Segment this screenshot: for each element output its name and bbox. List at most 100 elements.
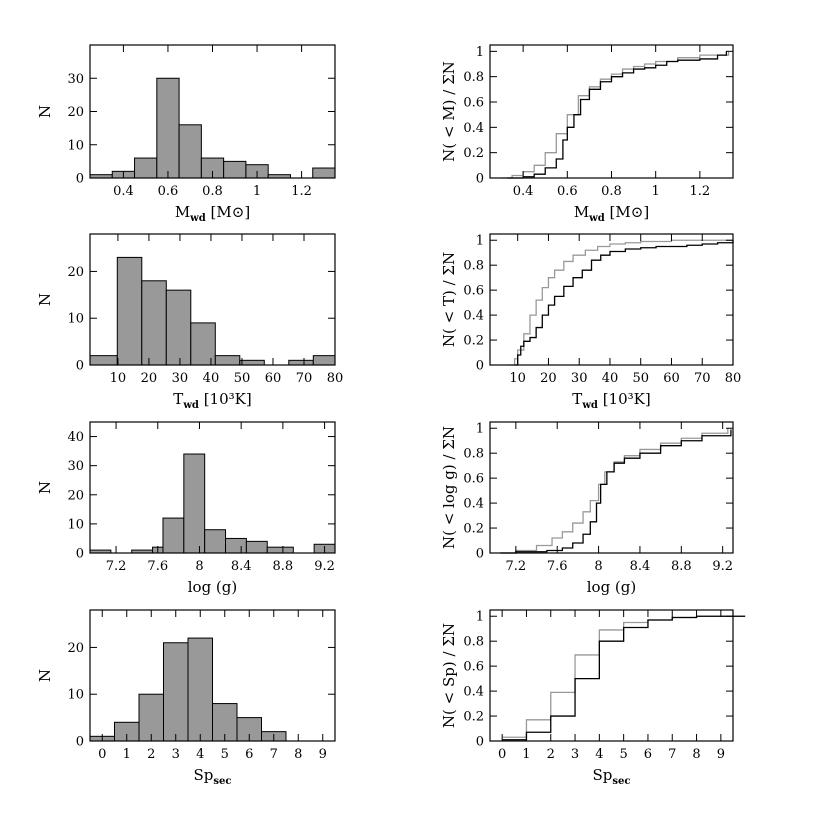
x-axis-label: Twd [10³K] xyxy=(173,390,251,411)
x-tick-label: 0.8 xyxy=(202,184,223,199)
histogram-bar xyxy=(134,157,158,179)
x-tick-label: 40 xyxy=(203,371,220,386)
x-tick-label: 7.6 xyxy=(547,559,568,574)
x-tick-label: 1 xyxy=(253,184,261,199)
x-tick-label: 8.8 xyxy=(671,559,692,574)
histogram-bar xyxy=(178,124,202,179)
histogram-bar xyxy=(89,355,118,366)
cdf-line-sample xyxy=(500,429,732,554)
x-tick-label: 7 xyxy=(270,747,278,762)
x-tick-label: 7 xyxy=(668,747,676,762)
x-axis-label: Spsec xyxy=(194,766,232,787)
y-tick-label: 0.4 xyxy=(463,121,484,136)
x-tick-label: 10 xyxy=(509,371,526,386)
x-tick-label: 6 xyxy=(644,747,652,762)
y-tick-label: 0 xyxy=(476,359,484,374)
x-tick-label: 60 xyxy=(265,371,282,386)
histogram-bar xyxy=(190,322,216,366)
histogram-bar xyxy=(162,517,185,554)
plot-frame xyxy=(89,421,336,554)
panel-temp-cdf: 10 20 30 40 50 60 70 80 0 0.2 0.4 0.6 0.8 1 Twd [10³K]… xyxy=(440,233,742,411)
x-tick-label: 1.2 xyxy=(291,184,312,199)
y-tick-label: 30 xyxy=(67,72,84,87)
x-tick-label: 0 xyxy=(498,747,506,762)
y-tick-label: 0.2 xyxy=(463,334,484,349)
histogram-bar xyxy=(183,453,206,554)
x-tick-label: 3 xyxy=(172,747,180,762)
y-tick-label: 0.8 xyxy=(463,447,484,462)
x-tick-label: 1 xyxy=(652,184,660,199)
histogram-bar xyxy=(225,537,247,554)
x-tick-label: 50 xyxy=(632,371,649,386)
histogram-bar xyxy=(214,355,241,366)
histogram-bar xyxy=(138,693,164,742)
x-tick-label: 8.4 xyxy=(630,559,651,574)
y-tick-label: 10 xyxy=(67,138,84,153)
x-tick-label: 0.6 xyxy=(557,184,578,199)
histogram-bar xyxy=(223,160,247,179)
panel-mass-hist: 0.4 0.6 0.8 1 1.2 0 10 20 30 Mwd [M⊙] N xyxy=(36,44,336,224)
x-tick-label: 0.4 xyxy=(113,184,134,199)
x-axis-label: Twd [10³K] xyxy=(572,390,650,411)
x-tick-label: 8 xyxy=(195,559,203,574)
x-axis-label: log (g) xyxy=(587,578,637,596)
x-tick-label: 4 xyxy=(196,747,204,762)
y-tick-label: 0.6 xyxy=(463,96,484,111)
y-tick-label: 30 xyxy=(67,459,84,474)
x-tick-label: 9.2 xyxy=(712,559,733,574)
panel-sp-hist: 0 1 2 3 4 5 6 7 8 9 0 10 20 Spsec N xyxy=(36,609,336,787)
x-axis-label: Spsec xyxy=(593,766,631,787)
cdf-line-sample xyxy=(507,51,728,179)
y-tick-label: 0.8 xyxy=(463,70,484,85)
y-tick-label: 10 xyxy=(67,688,84,703)
x-tick-label: 8 xyxy=(294,747,302,762)
y-tick-label: 0 xyxy=(76,547,84,562)
x-tick-label: 2 xyxy=(147,747,155,762)
x-tick-label: 0.6 xyxy=(158,184,179,199)
x-tick-label: 9 xyxy=(717,747,725,762)
histogram-bar xyxy=(163,642,189,742)
x-tick-label: 5 xyxy=(221,747,229,762)
x-tick-label: 0 xyxy=(98,747,106,762)
x-tick-label: 30 xyxy=(571,371,588,386)
y-tick-label: 0 xyxy=(76,735,84,750)
plot-frame xyxy=(489,44,734,179)
y-axis-label: N( < T) / ΣN xyxy=(440,252,458,347)
x-tick-label: 70 xyxy=(296,371,313,386)
x-tick-label: 20 xyxy=(141,371,158,386)
x-tick-label: 20 xyxy=(540,371,557,386)
y-tick-label: 0.4 xyxy=(463,497,484,512)
x-tick-label: 8.4 xyxy=(231,559,252,574)
y-tick-label: 1 xyxy=(476,610,484,625)
x-tick-label: 80 xyxy=(725,371,742,386)
cdf-line-comparison xyxy=(501,51,730,179)
histogram-bar xyxy=(187,637,213,742)
panel-logg-cdf: 7.2 7.6 8 8.4 8.8 9.2 0 0.2 0.4 0.6 0.8 1 log (g) N( … xyxy=(440,421,734,596)
x-axis-label: log (g) xyxy=(188,578,238,596)
x-tick-label: 7.2 xyxy=(506,559,527,574)
histogram-bar xyxy=(116,256,143,366)
x-tick-label: 7.6 xyxy=(147,559,168,574)
y-tick-label: 0 xyxy=(476,735,484,750)
y-tick-label: 1 xyxy=(476,234,484,249)
x-tick-label: 9 xyxy=(319,747,327,762)
plot-frame xyxy=(89,609,336,742)
x-tick-label: 6 xyxy=(245,747,253,762)
x-tick-label: 7.2 xyxy=(106,559,127,574)
y-tick-label: 0.2 xyxy=(463,146,484,161)
panel-temp-hist: 10 20 30 40 50 60 70 80 0 10 20 Twd [10³K] N xyxy=(36,233,343,411)
y-tick-label: 0 xyxy=(476,172,484,187)
x-tick-label: 30 xyxy=(172,371,189,386)
y-tick-label: 0.4 xyxy=(463,309,484,324)
x-tick-label: 5 xyxy=(620,747,628,762)
x-tick-label: 70 xyxy=(694,371,711,386)
x-tick-label: 60 xyxy=(663,371,680,386)
histogram-bar xyxy=(141,280,167,366)
histogram-bar xyxy=(312,355,336,366)
histogram-bar xyxy=(165,289,192,366)
y-tick-label: 0.2 xyxy=(463,522,484,537)
x-axis-label: Mwd [M⊙] xyxy=(175,203,250,224)
plot-frame xyxy=(489,421,734,554)
